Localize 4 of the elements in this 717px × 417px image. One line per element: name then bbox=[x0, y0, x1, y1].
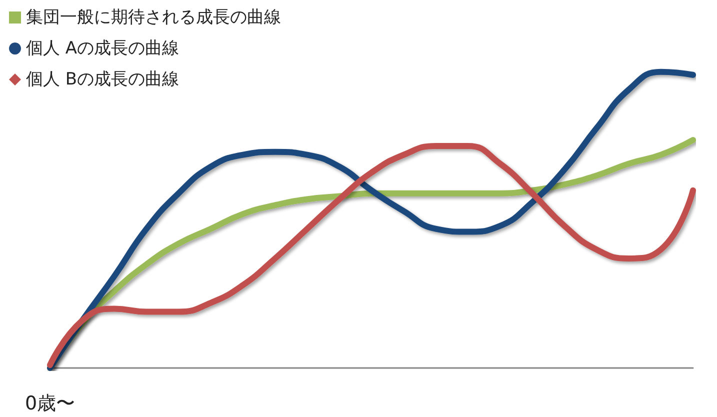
legend-label: 個人 Aの成長の曲線 bbox=[26, 38, 180, 58]
legend-label: 集団一般に期待される成長の曲線 bbox=[26, 8, 281, 28]
legend-label: 個人 Bの成長の曲線 bbox=[26, 70, 180, 90]
x-axis-title: 0歳〜 bbox=[24, 392, 76, 414]
